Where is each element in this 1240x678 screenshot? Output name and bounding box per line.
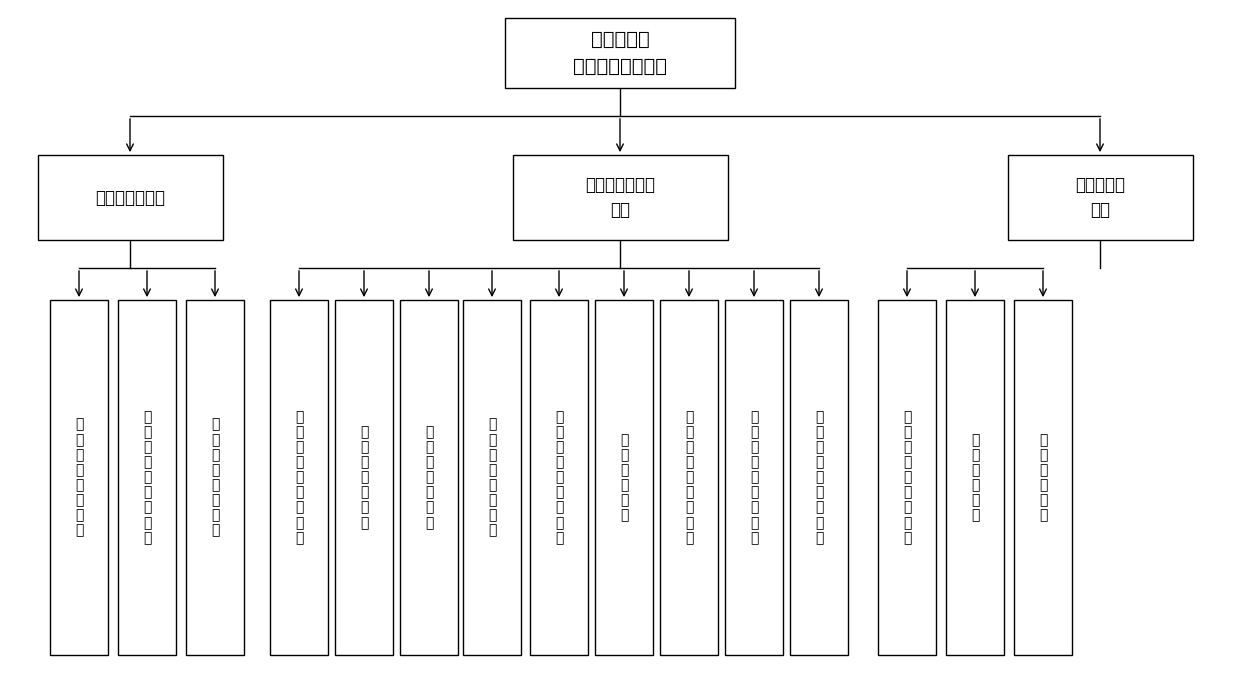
Text: 高
压
油
泵
接
触
不
良: 高 压 油 泵 接 触 不 良	[211, 418, 219, 538]
Bar	[186, 300, 244, 655]
Bar	[595, 300, 653, 655]
Text: 轨
压
传
感
器
信
号
异
常: 轨 压 传 感 器 信 号 异 常	[815, 410, 823, 545]
Text: 高
压
喷
油
器
过
流: 高 压 喷 油 器 过 流	[360, 425, 368, 530]
Bar	[1014, 300, 1073, 655]
Text: 高
压
喷
油
器
对
地
短
路: 高 压 喷 油 器 对 地 短 路	[295, 410, 304, 545]
Bar	[463, 300, 521, 655]
Bar	[878, 300, 936, 655]
Text: 高
压
油
泵
开
路: 高 压 油 泵 开 路	[620, 433, 629, 522]
Text: 高
压
油
泵
对
地
短
路: 高 压 油 泵 对 地 短 路	[487, 418, 496, 538]
Bar	[513, 155, 728, 240]
Bar	[50, 300, 108, 655]
Text: 轨
压
传
感
器
电
压
过
高: 轨 压 传 感 器 电 压 过 高	[684, 410, 693, 545]
Text: 动力受限行驶的
故障: 动力受限行驶的 故障	[585, 176, 655, 219]
Text: 轨
压
传
感
器
电
压
过
低: 轨 压 传 感 器 电 压 过 低	[750, 410, 758, 545]
Text: 低
压
油
泵
对
电
源
短
路: 低 压 油 泵 对 电 源 短 路	[903, 410, 911, 545]
Bar	[270, 300, 329, 655]
Bar	[790, 300, 848, 655]
Bar	[1008, 155, 1193, 240]
Bar	[725, 300, 782, 655]
Text: 高
压
喷
油
器
开
路: 高 压 喷 油 器 开 路	[425, 425, 433, 530]
Bar	[335, 300, 393, 655]
Text: 高
压
油
轨
泄
露: 高 压 油 轨 泄 露	[1039, 433, 1048, 522]
Text: 停车维修的
故障: 停车维修的 故障	[1075, 176, 1125, 219]
Bar	[660, 300, 718, 655]
Bar	[529, 300, 588, 655]
Text: 高
压
油
泵
对
电
源
短
路: 高 压 油 泵 对 电 源 短 路	[554, 410, 563, 545]
Bar	[401, 300, 458, 655]
Bar	[38, 155, 223, 240]
Bar	[118, 300, 176, 655]
Text: 高
压
喷
油
器
接
触
不
良: 高 压 喷 油 器 接 触 不 良	[143, 410, 151, 545]
Text: 低
压
油
泵
对
地
短
路: 低 压 油 泵 对 地 短 路	[74, 418, 83, 538]
Text: 直喷汽油机
高压燃油系统故障: 直喷汽油机 高压燃油系统故障	[573, 31, 667, 76]
Bar	[946, 300, 1004, 655]
Text: 仪表显示的故障: 仪表显示的故障	[95, 188, 165, 207]
Text: 低
压
油
泵
开
路: 低 压 油 泵 开 路	[971, 433, 980, 522]
Bar	[505, 18, 735, 88]
